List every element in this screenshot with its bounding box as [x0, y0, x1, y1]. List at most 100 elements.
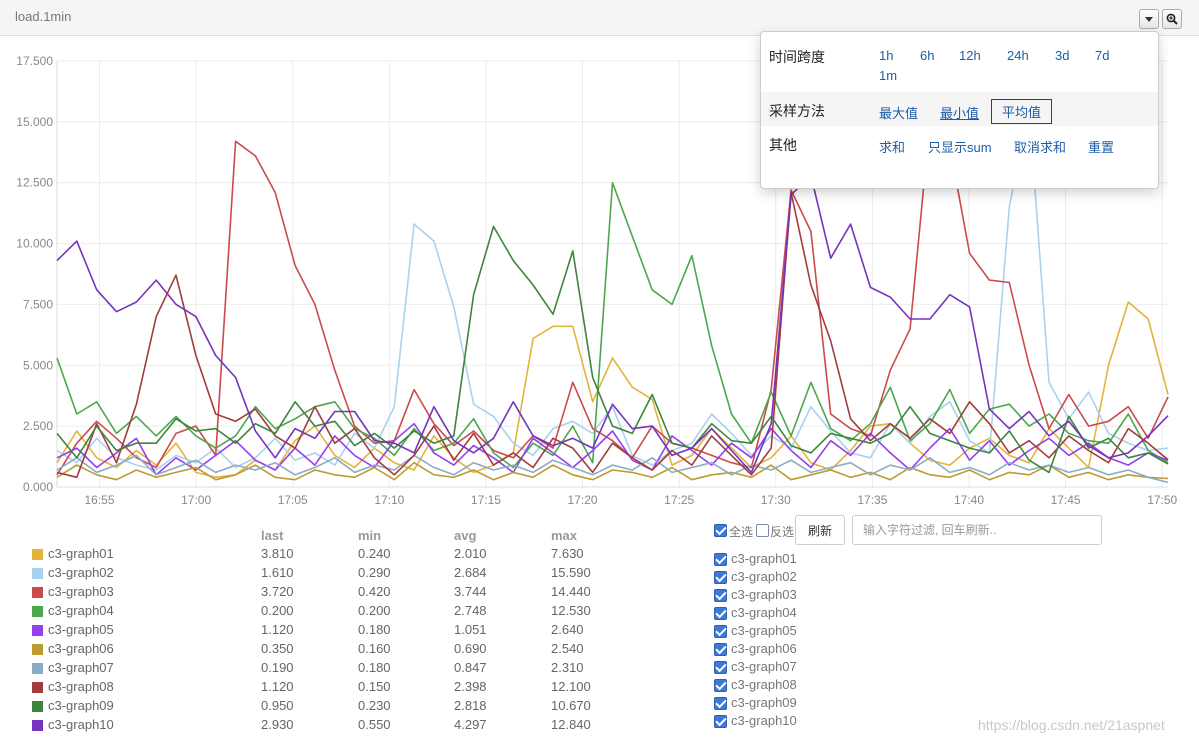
sampling-avg[interactable]: 平均值	[991, 99, 1053, 124]
stat-last: 0.200	[261, 603, 294, 618]
filter-input[interactable]	[852, 515, 1102, 545]
other-reset[interactable]: 重置	[1088, 140, 1115, 155]
series-name: c3-graph06	[48, 641, 114, 656]
invert-checkbox[interactable]	[756, 524, 769, 537]
stat-max: 12.100	[551, 679, 591, 694]
sampling-max[interactable]: 最大值	[879, 106, 919, 121]
series-checkbox[interactable]	[714, 679, 727, 692]
time-span-label: 时间跨度	[769, 49, 825, 65]
panel-header: load.1min	[0, 0, 1199, 36]
series-name: c3-graph03	[48, 584, 114, 599]
series-swatch	[32, 682, 43, 693]
series-line-c3-graph05	[56, 422, 1169, 476]
series-name: c3-graph10	[48, 717, 114, 732]
series-line-c3-graph09	[56, 225, 1169, 474]
other-show-sum-only[interactable]: 只显示sum	[928, 140, 992, 155]
stats-header-max: max	[551, 528, 578, 543]
stat-min: 0.420	[358, 584, 391, 599]
other-row: 其他 求和 只显示sum 取消求和 重置	[761, 126, 1158, 162]
stat-avg: 1.051	[454, 622, 487, 637]
series-checkbox[interactable]	[714, 643, 727, 656]
y-tick-label: 17.500	[16, 54, 53, 68]
y-tick-label: 7.500	[23, 297, 53, 311]
series-swatch	[32, 644, 43, 655]
series-checkbox[interactable]	[714, 553, 727, 566]
other-cancel-sum[interactable]: 取消求和	[1014, 140, 1067, 155]
zoom-button[interactable]	[1162, 9, 1182, 29]
stat-min: 0.240	[358, 546, 391, 561]
time-span-1m[interactable]: 1m	[879, 68, 898, 83]
x-tick-label: 17:45	[1051, 493, 1081, 507]
stats-row: c3-graph02 1.610 0.290 2.684 15.590	[32, 564, 672, 583]
series-checkbox[interactable]	[714, 625, 727, 638]
series-name: c3-graph08	[48, 679, 114, 694]
stats-row: c3-graph07 0.190 0.180 0.847 2.310	[32, 659, 672, 678]
y-tick-label: 0.000	[23, 480, 53, 494]
stat-avg: 2.684	[454, 565, 487, 580]
x-tick-label: 17:05	[278, 493, 308, 507]
x-tick-label: 17:00	[181, 493, 211, 507]
series-checkbox[interactable]	[714, 607, 727, 620]
x-tick-label: 17:10	[374, 493, 404, 507]
series-name: c3-graph02	[48, 565, 114, 580]
invert-label: 反选	[770, 525, 795, 539]
stat-avg: 2.398	[454, 679, 487, 694]
series-select-label: c3-graph03	[731, 587, 797, 602]
stat-avg: 0.690	[454, 641, 487, 656]
series-swatch	[32, 587, 43, 598]
x-tick-label: 16:55	[84, 493, 114, 507]
sampling-min[interactable]: 最小值	[940, 106, 980, 121]
stat-max: 14.440	[551, 584, 591, 599]
stats-row: c3-graph10 2.930 0.550 4.297 12.840	[32, 716, 672, 735]
series-select-label: c3-graph08	[731, 677, 797, 692]
series-swatch	[32, 549, 43, 560]
x-tick-label: 17:25	[664, 493, 694, 507]
stats-header-last: last	[261, 528, 284, 543]
other-sum[interactable]: 求和	[879, 140, 906, 155]
stats-row: c3-graph06 0.350 0.160 0.690 2.540	[32, 640, 672, 659]
caret-down-icon	[1145, 16, 1153, 22]
series-swatch	[32, 720, 43, 731]
stat-max: 7.630	[551, 546, 584, 561]
series-checkbox[interactable]	[714, 715, 727, 728]
sampling-row: 采样方法 最大值 最小值 平均值	[761, 92, 1158, 126]
time-span-7d[interactable]: 7d	[1095, 48, 1110, 63]
series-name: c3-graph04	[48, 603, 114, 618]
series-select-label: c3-graph05	[731, 623, 797, 638]
dropdown-toggle-button[interactable]	[1139, 9, 1159, 29]
sampling-label: 采样方法	[769, 103, 825, 119]
refresh-button[interactable]: 刷新	[795, 515, 845, 545]
time-span-12h[interactable]: 12h	[959, 48, 981, 63]
stat-avg: 0.847	[454, 660, 487, 675]
stats-row: c3-graph03 3.720 0.420 3.744 14.440	[32, 583, 672, 602]
stats-row: c3-graph08 1.120 0.150 2.398 12.100	[32, 678, 672, 697]
time-span-24h[interactable]: 24h	[1007, 48, 1029, 63]
series-swatch	[32, 701, 43, 712]
series-checkbox[interactable]	[714, 571, 727, 584]
time-span-1h[interactable]: 1h	[879, 48, 894, 63]
select-all-label: 全选	[729, 525, 754, 539]
options-popup: 时间跨度 1h 6h 12h 24h 3d 7d 1m 采样方法 最大值 最小值…	[760, 31, 1159, 189]
stat-max: 12.530	[551, 603, 591, 618]
series-line-c3-graph02	[56, 106, 1169, 471]
series-select-label: c3-graph06	[731, 641, 797, 656]
series-name: c3-graph05	[48, 622, 114, 637]
stat-avg: 2.010	[454, 546, 487, 561]
x-tick-label: 17:15	[471, 493, 501, 507]
y-tick-label: 15.000	[16, 115, 53, 129]
series-line-c3-graph06	[56, 461, 1169, 481]
time-span-6h[interactable]: 6h	[920, 48, 935, 63]
select-all-checkbox[interactable]	[714, 524, 727, 537]
stat-last: 0.350	[261, 641, 294, 656]
y-tick-label: 10.000	[16, 237, 53, 251]
stat-last: 1.120	[261, 622, 294, 637]
series-checkbox[interactable]	[714, 661, 727, 674]
time-span-row: 时间跨度 1h 6h 12h 24h 3d 7d 1m	[761, 32, 1158, 92]
stat-max: 2.540	[551, 641, 584, 656]
series-swatch	[32, 606, 43, 617]
series-checkbox[interactable]	[714, 697, 727, 710]
series-checkbox[interactable]	[714, 589, 727, 602]
stat-min: 0.230	[358, 698, 391, 713]
stats-row: c3-graph09 0.950 0.230 2.818 10.670	[32, 697, 672, 716]
time-span-3d[interactable]: 3d	[1055, 48, 1070, 63]
